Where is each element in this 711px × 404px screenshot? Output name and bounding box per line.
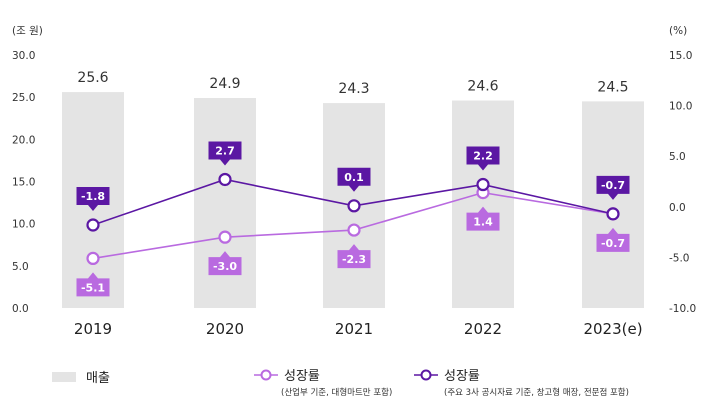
left-tick-label: 20.0 <box>12 134 35 146</box>
legend-item-growth-dark: 성장률 <box>414 365 480 384</box>
right-axis-unit: (%) <box>669 25 687 37</box>
x-tick-label: 2022 <box>464 320 502 338</box>
bar <box>452 100 514 308</box>
legend-swatch-sales <box>52 371 76 382</box>
left-tick-label: 25.0 <box>12 92 35 104</box>
growth-tag-label: 0.1 <box>344 171 364 184</box>
growth-value-tag: 0.1 <box>337 167 371 192</box>
growth-tag-label: -0.7 <box>601 237 625 250</box>
growth-tag-label: 1.4 <box>473 216 493 229</box>
x-tick-label: 2023(e) <box>583 320 642 338</box>
left-tick-label: 10.0 <box>12 219 35 231</box>
bars <box>62 92 644 309</box>
growth-point <box>218 172 232 187</box>
growth-tag-box <box>466 146 500 171</box>
growth-tag-box <box>76 272 110 297</box>
right-tick-label: 15.0 <box>669 50 692 62</box>
left-tick-label: 0.0 <box>12 303 29 315</box>
legend-note-growth-light: (산업부 기준, 대형마트만 포함) <box>281 388 393 398</box>
growth-point <box>347 199 361 213</box>
growth-tag-label: -1.8 <box>81 190 105 203</box>
right-tick-label: -10.0 <box>669 303 696 315</box>
right-tick-label: 5.0 <box>669 151 686 163</box>
left-tick-label: 30.0 <box>12 50 35 62</box>
growth-value-tag: -5.1 <box>76 272 110 297</box>
growth-value-tag: -2.3 <box>337 244 371 269</box>
legend-label-growth-dark: 성장률 <box>444 369 480 384</box>
legend-label-sales: 매출 <box>86 371 110 386</box>
growth-tag-box <box>596 227 630 252</box>
bar-value-label: 25.6 <box>77 70 108 86</box>
right-tick-label: 10.0 <box>669 101 692 113</box>
growth-point <box>476 177 490 192</box>
growth-tag-label: -0.7 <box>601 179 625 192</box>
legend-item-sales: 매출 <box>52 367 110 386</box>
growth-lines <box>86 172 620 266</box>
growth-tag-box <box>596 175 630 200</box>
chart: (조 원) (%) 30.0 25.0 20.0 15.0 10.0 5.0 0.0 15.… <box>12 25 696 338</box>
growth-tag-label: 2.7 <box>215 144 235 157</box>
legend-marker-light-icon <box>254 369 278 380</box>
left-axis-unit: (조 원) <box>12 25 43 37</box>
bar-value-label: 24.9 <box>209 76 240 92</box>
growth-tag-box <box>76 187 110 212</box>
growth-tag-box <box>337 167 371 192</box>
growth-value-tag: -0.7 <box>596 175 630 200</box>
left-tick-label: 15.0 <box>12 177 35 189</box>
x-axis-ticks: 2019 2020 2021 2022 2023(e) <box>74 320 643 338</box>
growth-value-tag: -0.7 <box>596 227 630 252</box>
right-axis-ticks: 15.0 10.0 5.0 0.0 -5.0 -10.0 <box>669 50 696 315</box>
bar <box>582 101 644 308</box>
growth-point <box>606 207 620 221</box>
growth-tag-box <box>208 141 242 166</box>
bar-value-label: 24.3 <box>338 81 369 97</box>
growth-value-tag: -3.0 <box>208 251 242 276</box>
growth-point <box>86 218 100 232</box>
growth-tag-label: -5.1 <box>81 281 105 294</box>
bar-value-labels: 25.6 24.9 24.3 24.6 24.5 <box>77 70 628 97</box>
legend-label-growth-light: 성장률 <box>284 369 320 384</box>
x-tick-label: 2021 <box>335 320 373 338</box>
bar <box>194 98 256 308</box>
growth-tag-label: -3.0 <box>213 260 237 273</box>
growth-point <box>86 251 100 266</box>
left-tick-label: 5.0 <box>12 261 29 273</box>
bar-value-label: 24.6 <box>467 79 498 95</box>
right-tick-label: 0.0 <box>669 202 686 214</box>
left-axis-ticks: 30.0 25.0 20.0 15.0 10.0 5.0 0.0 <box>12 50 35 315</box>
growth-tag-label: 2.2 <box>473 150 493 163</box>
growth-tag-box <box>208 251 242 276</box>
growth-tag-box <box>337 244 371 269</box>
x-tick-label: 2020 <box>206 320 244 338</box>
growth-tag-box <box>466 206 500 231</box>
growth-point <box>347 223 361 237</box>
legend: 매출 성장률 (산업부 기준, 대형마트만 포함) 성장률 (주요 3사 공시자… <box>0 364 711 404</box>
right-tick-label: -5.0 <box>669 252 690 264</box>
growth-point <box>218 230 232 244</box>
x-tick-label: 2019 <box>74 320 112 338</box>
growth-value-tag: -1.8 <box>76 187 110 212</box>
growth-tag-label: -2.3 <box>342 253 366 266</box>
bar-value-label: 24.5 <box>597 79 628 95</box>
growth-value-tag: 1.4 <box>466 206 500 231</box>
growth-value-tag: 2.2 <box>466 146 500 171</box>
legend-note-growth-dark: (주요 3사 공시자료 기준, 창고형 매장, 전문점 포함) <box>444 388 629 398</box>
growth-value-tag: 2.7 <box>208 141 242 166</box>
growth-value-tags: -5.1 -3.0 -2.3 1.4 -0.7 -1.8 2.7 0.1 2.2 -0.7 <box>76 141 630 297</box>
legend-item-growth-light: 성장률 <box>254 365 320 384</box>
legend-marker-dark-icon <box>414 369 438 380</box>
